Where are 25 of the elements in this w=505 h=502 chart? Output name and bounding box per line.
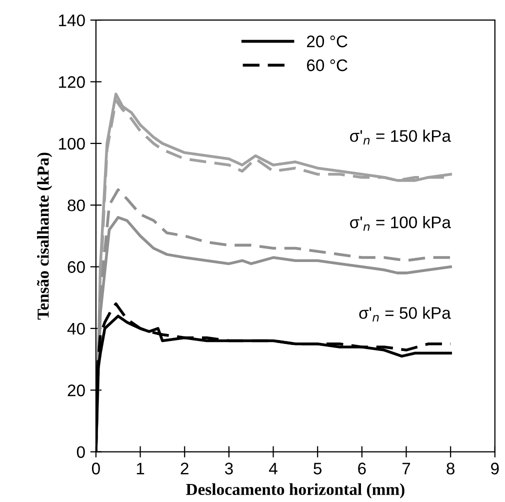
y-tick-label: 20 <box>68 384 85 396</box>
x-tick-label: 7 <box>402 462 410 474</box>
x-tick-label: 2 <box>180 462 188 474</box>
y-tick-label: 120 <box>59 76 85 88</box>
y-tick-label: 80 <box>68 200 85 212</box>
x-tick-label: 3 <box>224 462 233 474</box>
x-tick-label: 0 <box>92 462 100 474</box>
y-tick-label: 140 <box>59 14 85 26</box>
x-tick-label: 9 <box>491 462 499 474</box>
y-tick-label: 60 <box>68 261 85 273</box>
annotation: σ'$_{n}$ = 50 kPa <box>359 306 451 322</box>
legend-label: 20 °C <box>306 36 348 48</box>
y-tick-label: 100 <box>59 138 85 150</box>
x-tick-label: 5 <box>314 462 322 474</box>
x-axis-title: Deslocamento horizontal (mm) <box>186 483 404 498</box>
x-tick-label: 6 <box>358 462 366 474</box>
y-axis-title: Tensão cisalhante (kPa) <box>37 152 52 320</box>
annotation: σ'$_{n}$ = 100 kPa <box>350 216 451 231</box>
x-tick-label: 1 <box>136 462 144 474</box>
y-tick-label: 40 <box>67 322 85 335</box>
x-tick-label: 8 <box>446 462 454 474</box>
legend-label: 60 °C <box>307 59 348 72</box>
annotation: σ'$_{n}$ = 150 kPa <box>350 130 451 144</box>
y-tick-label: 0 <box>76 446 85 458</box>
x-tick-label: 4 <box>269 462 278 474</box>
